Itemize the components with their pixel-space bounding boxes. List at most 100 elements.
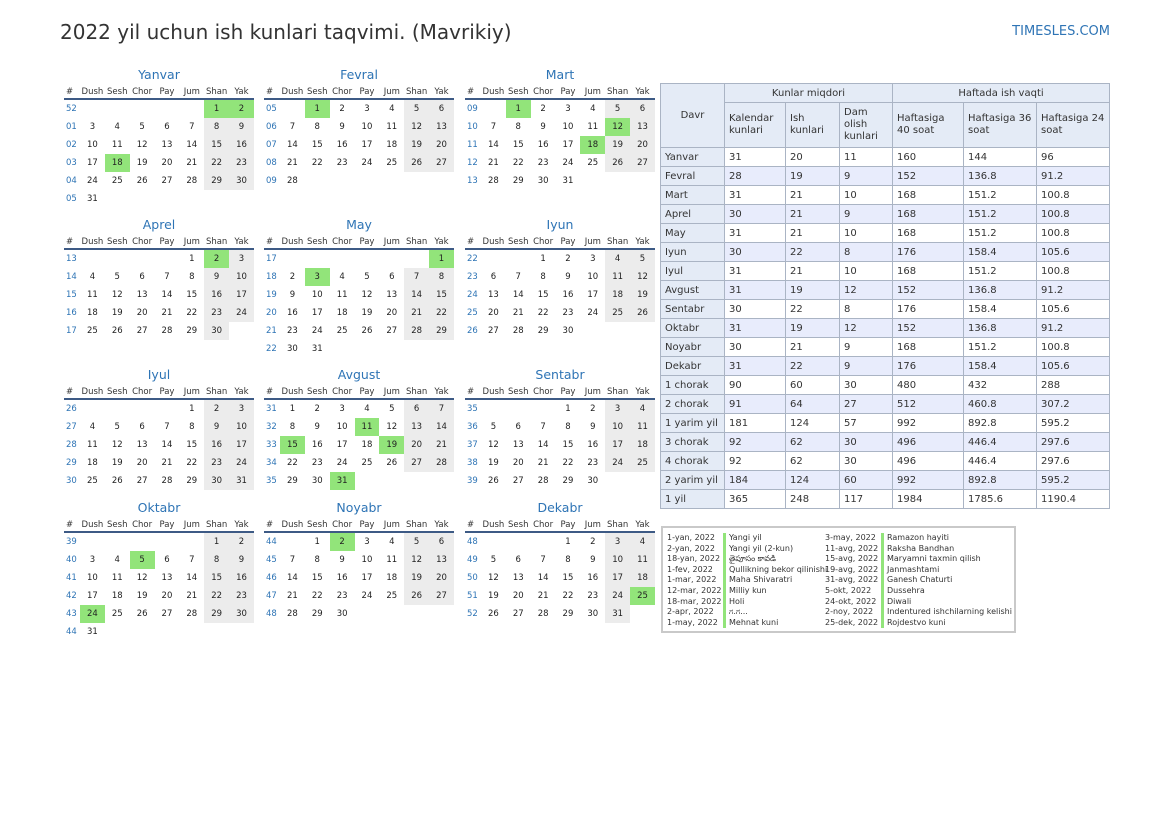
day-cell: 23 — [287, 326, 298, 336]
table-row: 2 chorak 91 64 27 512 460.8 307.2 — [660, 394, 1110, 414]
day-cell: 21 — [161, 308, 173, 318]
day-cell: 21 — [186, 591, 198, 601]
empty-cell — [531, 533, 556, 551]
empty-cell — [355, 172, 380, 190]
day-cell: 6 — [139, 422, 145, 432]
day-cell: 13 — [161, 140, 173, 150]
table-cell: 21 — [785, 337, 840, 357]
table-cell: 152 — [892, 280, 964, 300]
holiday-day-cell: 2 — [229, 100, 254, 118]
day-cell: 4 — [89, 272, 96, 282]
holiday-day-cell: 24 — [80, 605, 105, 623]
day-cell: 15 — [204, 569, 230, 587]
day-cell: 13 — [136, 290, 148, 300]
day-cell: 28 — [488, 176, 499, 186]
table-cell: 28 — [724, 166, 786, 186]
weekday-label: Jum — [584, 87, 601, 97]
day-cell: 10 — [87, 140, 98, 150]
day-cell: 4 — [605, 250, 631, 268]
site-link[interactable]: TIMESLES.COM — [1012, 24, 1110, 39]
week-number: 25 — [467, 308, 478, 318]
day-cell: 30 — [204, 322, 230, 340]
week-number: 22 — [467, 254, 478, 264]
holiday-date: 1-yan, 2022 — [667, 533, 715, 542]
day-cell: 7 — [540, 555, 546, 565]
month-name: Dekabr — [537, 500, 583, 515]
day-cell: 28 — [537, 476, 549, 486]
week-row: 29 18 19 20 21 22 23 24 — [64, 454, 254, 472]
day-cell: 13 — [512, 440, 524, 450]
day-cell: 8 — [289, 422, 296, 432]
week-row: 36 5 6 7 8 9 10 11 — [465, 418, 655, 436]
day-cell: 3 — [605, 533, 631, 551]
table-cell: 30 — [724, 299, 786, 319]
day-cell: 9 — [204, 418, 230, 436]
table-cell: 365 — [724, 489, 786, 509]
table-cell: 297.6 — [1036, 451, 1110, 471]
week-number: 48 — [266, 609, 277, 619]
day-cell: 23 — [229, 154, 254, 172]
day-cell: 2 — [289, 272, 296, 282]
week-number: 33 — [266, 440, 277, 450]
day-cell: 18 — [111, 591, 123, 601]
day-cell: 22 — [512, 158, 524, 168]
day-cell: 16 — [336, 573, 348, 583]
table-body: Yanvar 31 20 11 160 144 96 Fevral 28 19 9 152 136.8 9… — [660, 147, 1110, 509]
day-cell: 16 — [562, 290, 574, 300]
holiday-day-cell: 1 — [429, 250, 454, 268]
week-row: 02 10 11 12 13 14 15 16 — [64, 136, 254, 154]
day-cell: 9 — [565, 272, 571, 282]
empty-cell — [379, 472, 404, 490]
week-row: 22 1 2 3 4 5 — [465, 250, 655, 268]
day-cell: 11 — [111, 140, 123, 150]
table-cell: 160 — [892, 147, 964, 167]
day-cell: 19 — [136, 158, 148, 168]
period-label: 4 chorak — [660, 451, 725, 471]
table-cell: 176 — [892, 299, 964, 319]
table-row: Iyun 30 22 8 176 158.4 105.6 — [660, 242, 1110, 262]
empty-cell — [155, 190, 180, 208]
week-number: 29 — [66, 458, 77, 468]
day-cell: 6 — [490, 272, 497, 282]
empty-cell — [105, 400, 130, 418]
table-cell: 117 — [839, 489, 893, 509]
day-cell: 12 — [404, 118, 430, 136]
weekday-label: Yak — [635, 87, 650, 97]
table-cell: 892.8 — [963, 413, 1037, 433]
week-row: 40 3 4 5 6 7 8 9 — [64, 551, 254, 569]
table-cell: 460.8 — [963, 394, 1037, 414]
day-cell: 16 — [587, 440, 599, 450]
day-cell: 21 — [287, 158, 298, 168]
day-cell: 28 — [186, 609, 198, 619]
week-number-header: # — [467, 387, 475, 397]
weekday-label: Yak — [434, 387, 449, 397]
weekday-label: Jum — [183, 520, 200, 530]
hours-group-header: Haftada ish vaqti — [892, 83, 1110, 103]
empty-cell — [630, 322, 655, 340]
holiday-day-cell: 31 — [329, 472, 355, 490]
month-grid: # Dush Sesh Chor Pay Jum Shan Yak 31 1 2 3 4 5 6 7 32 8 9 1… — [264, 383, 454, 490]
day-cell: 2 — [590, 404, 596, 414]
holiday-item: 1-yan, 2022 Yangi yil — [667, 533, 827, 544]
day-cell: 19 — [136, 591, 148, 601]
holiday-day-cell: 3 — [304, 268, 330, 286]
empty-cell — [130, 250, 155, 268]
day-cell: 4 — [389, 104, 395, 114]
week-row: 52 1 2 — [64, 100, 254, 118]
holiday-day-cell: 18 — [580, 136, 606, 154]
holiday-date: 1-fev, 2022 — [667, 564, 713, 574]
day-cell: 5 — [605, 100, 631, 118]
empty-cell — [531, 400, 556, 418]
period-label: Noyabr — [660, 337, 725, 357]
table-cell: 91.2 — [1036, 166, 1110, 186]
week-row: 44 31 — [64, 623, 254, 641]
week-number-header: # — [66, 237, 74, 247]
empty-cell — [105, 533, 130, 551]
empty-cell — [404, 472, 429, 490]
week-row: 22 30 31 — [264, 340, 454, 358]
weekday-label: Dush — [81, 237, 104, 247]
day-cell: 15 — [311, 140, 323, 150]
day-cell: 2 — [339, 104, 345, 114]
day-cell: 3 — [89, 122, 96, 132]
day-cell: 1 — [189, 254, 195, 264]
